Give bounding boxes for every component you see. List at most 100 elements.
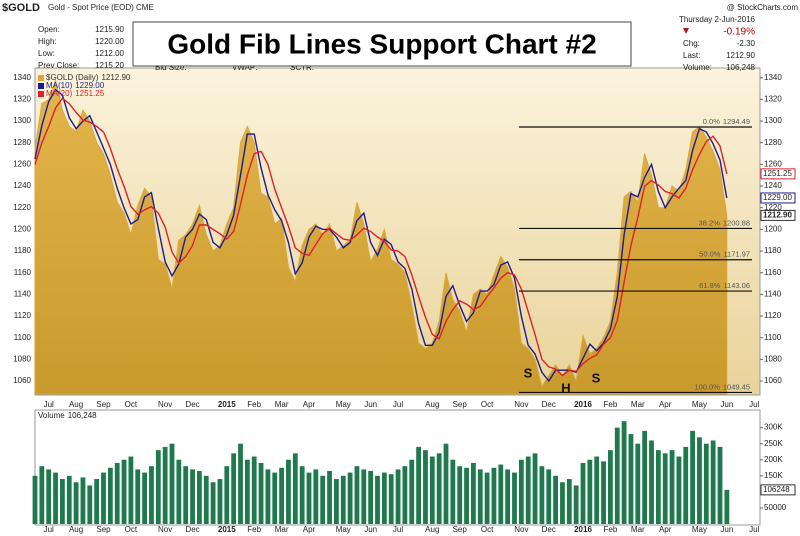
y-tick-label: 1080 <box>764 354 782 363</box>
volume-bar <box>73 482 79 524</box>
volume-bar <box>197 471 202 524</box>
x-tick-label: Jul <box>749 400 759 409</box>
stat-label: Prev Close: <box>38 61 79 70</box>
volume-bar <box>429 456 435 524</box>
volume-bar <box>525 456 531 524</box>
x-tick-label: Mar <box>275 400 289 409</box>
date: Thursday 2-Jun-2016 <box>679 15 756 24</box>
y-tick-label: 1140 <box>764 289 782 298</box>
volume-value: 106,248 <box>68 411 97 420</box>
volume-bar <box>66 475 72 524</box>
volume-bar <box>313 469 319 524</box>
x-tick-label: Aug <box>425 400 439 409</box>
x-tick-label: 2015 <box>218 525 236 534</box>
volume-bar <box>484 472 490 524</box>
volume-bar <box>450 459 456 524</box>
fib-pct: 0.0% <box>703 117 720 126</box>
price-area <box>34 79 728 395</box>
x-tick-label: Sep <box>96 400 111 409</box>
legend-entry: MA(20) 1251.25 <box>46 89 105 98</box>
stat-value: 1215.90 <box>95 25 124 34</box>
x-tick-label: Dec <box>542 400 556 409</box>
y-tick-label: 1180 <box>764 246 782 255</box>
x-tick-label: Oct <box>125 400 138 409</box>
volume-bar <box>395 469 401 524</box>
y-tick-label: 1300 <box>13 116 31 125</box>
volume-bar <box>107 467 113 524</box>
fib-pct: 38.2% <box>699 218 721 227</box>
volume-bar <box>464 467 469 524</box>
y-tick-label: 300K <box>764 423 783 432</box>
x-tick-label: Mar <box>631 400 645 409</box>
stat-value: 1215.20 <box>95 61 124 70</box>
x-tick-label: Mar <box>275 525 289 534</box>
stat-label: Low: <box>38 49 55 58</box>
volume-bar <box>80 477 86 524</box>
volume-bar <box>423 450 428 524</box>
y-tick-label: 1320 <box>13 95 31 104</box>
field: VWAP: <box>232 63 257 72</box>
y-tick-label: 150K <box>764 471 783 480</box>
stat-label: Open: <box>38 25 60 34</box>
volume-bar <box>669 450 675 524</box>
volume-bar <box>114 462 120 524</box>
x-tick-label: Jul <box>393 525 403 534</box>
legend-value: 1212.90 <box>101 73 130 82</box>
volume-bar <box>354 466 360 524</box>
volume-bar <box>697 437 702 524</box>
volume-bar <box>724 489 730 524</box>
volume-bar <box>512 472 517 524</box>
volume-bar <box>87 485 93 524</box>
legend-entry: $GOLD (Daily) 1212.90 <box>46 73 131 82</box>
fib-label: 0.0% 1294.49 <box>703 117 750 126</box>
y-tick-label: 1100 <box>764 333 782 342</box>
volume-bar <box>498 464 504 524</box>
volume-bar <box>532 453 538 524</box>
x-tick-label: Feb <box>604 525 618 534</box>
volume-bar <box>388 474 394 524</box>
volume-bar <box>621 421 627 524</box>
ma-line <box>34 88 728 383</box>
y-tick-label: 1300 <box>764 116 782 125</box>
fib-pct: 100.0% <box>694 382 720 391</box>
y-tick-label: 50000 <box>764 503 787 512</box>
volume-bar <box>217 479 223 524</box>
legend-swatch <box>38 83 44 89</box>
volume-bar <box>402 466 408 524</box>
change-pct: -0.19% <box>723 27 755 38</box>
volume-bar <box>279 467 284 524</box>
volume-bar <box>662 453 668 524</box>
field: Bid Size: <box>155 63 187 72</box>
annotation: S <box>592 370 601 385</box>
y-tick-label: 1120 <box>764 311 782 320</box>
x-tick-label: Nov <box>514 400 528 409</box>
y-tick-label: 1100 <box>14 333 32 342</box>
volume-bar <box>690 430 695 524</box>
volume-bar <box>258 462 264 524</box>
volume-bar <box>210 482 216 524</box>
volume-bar <box>642 430 648 524</box>
volume-bar <box>142 472 147 524</box>
x-tick-label: Nov <box>158 400 172 409</box>
volume-bar <box>594 456 600 524</box>
volume-bar <box>381 472 387 524</box>
y-tick-label: 250K <box>764 439 783 448</box>
y-tick-label: 1320 <box>764 95 782 104</box>
volume-bar <box>169 443 175 524</box>
last-box <box>760 209 796 221</box>
fib-label: 61.8% 1143.06 <box>699 281 750 290</box>
chart-title: Gold Fib Lines Support Chart #2 <box>167 28 596 59</box>
y-tick-label: 1160 <box>764 268 782 277</box>
last-label: 1212.90 <box>763 211 792 220</box>
fib-label: 38.2% 1200.88 <box>699 218 750 227</box>
volume-bar <box>327 471 332 524</box>
volume-bar <box>135 469 141 524</box>
field: SCTR: <box>290 63 314 72</box>
source: @ StockCharts.com <box>727 3 799 12</box>
last-label: 1251.25 <box>763 169 792 178</box>
last-label: 106248 <box>763 485 790 494</box>
volume-bar <box>505 469 511 524</box>
x-tick-label: Jul <box>44 525 54 534</box>
y-tick-label: 1240 <box>13 181 31 190</box>
x-tick-label: Jul <box>44 400 54 409</box>
